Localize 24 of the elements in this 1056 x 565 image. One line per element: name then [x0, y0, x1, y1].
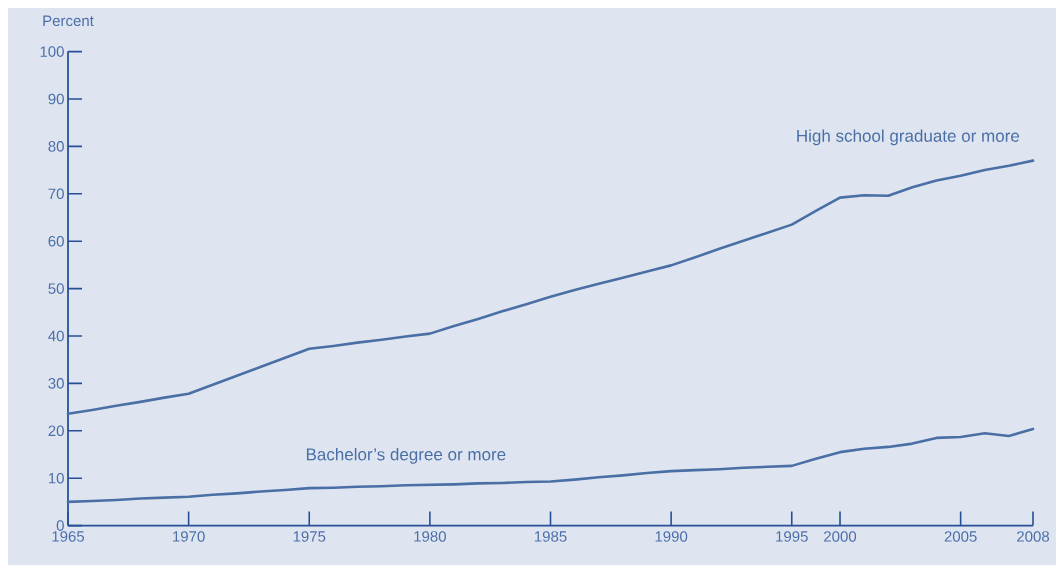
y-tick-label: 30	[48, 378, 64, 389]
y-tick-label: 70	[48, 188, 64, 200]
y-tick-label: 80	[48, 141, 64, 152]
y-axis-title: Percent	[43, 15, 94, 27]
x-tick-label: 1965	[52, 531, 85, 542]
x-tick-label: 1980	[414, 531, 446, 542]
x-tick-label: 1995	[776, 531, 808, 542]
x-tick-label: 1985	[534, 531, 567, 542]
x-tick-label: 2005	[944, 531, 977, 542]
y-tick-label: 60	[48, 235, 64, 247]
x-tick-label: 2008	[1017, 531, 1050, 542]
y-tick-label: 50	[48, 283, 64, 294]
y-tick-label: 20	[48, 425, 64, 437]
y-tick-label: 10	[48, 472, 64, 484]
y-tick-label: 0	[56, 520, 64, 531]
y-tick-label: 40	[48, 330, 64, 342]
x-tick-label: 1990	[655, 531, 688, 542]
series-label: High school graduate or more	[797, 129, 1020, 146]
x-tick-label: 1970	[173, 531, 205, 542]
y-tick-label: 100	[40, 46, 64, 57]
y-tick-label: 90	[48, 93, 64, 105]
x-tick-label: 2000	[824, 531, 857, 542]
x-tick-label: 1975	[293, 531, 326, 542]
series-label: Bachelor’s degree or more	[306, 447, 506, 464]
